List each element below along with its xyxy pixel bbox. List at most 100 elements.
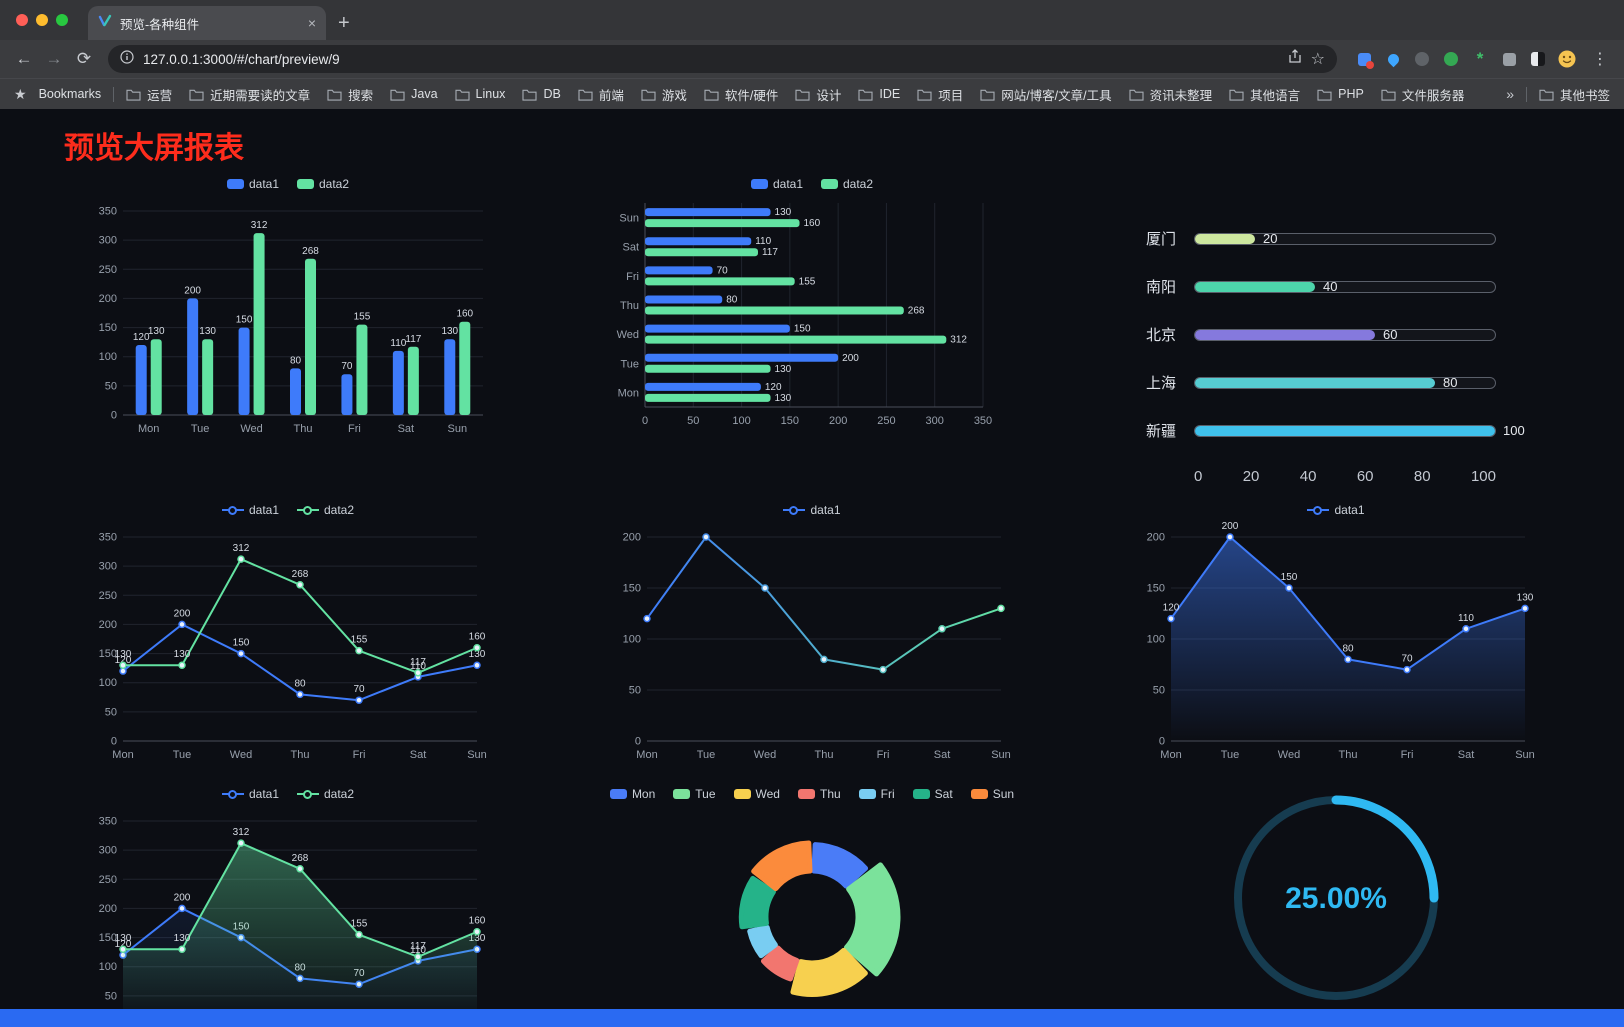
location-pin-icon[interactable] bbox=[1384, 50, 1402, 68]
bookmark-folder-item[interactable]: 其他语言 bbox=[1229, 85, 1300, 104]
bookmark-star-icon[interactable]: ☆ bbox=[1310, 51, 1325, 68]
back-button[interactable]: ← bbox=[15, 49, 33, 68]
progress-category-label: 北京 bbox=[1146, 327, 1177, 344]
legend-item-data1[interactable]: data1 bbox=[221, 503, 279, 517]
point-marker bbox=[237, 649, 245, 658]
tab-close-icon[interactable]: × bbox=[307, 15, 316, 31]
bookmark-folder-item[interactable]: 项目 bbox=[917, 85, 963, 104]
svg-text:250: 250 bbox=[877, 415, 895, 427]
zoom-window-button[interactable] bbox=[56, 14, 68, 26]
url-text[interactable]: 127.0.0.1:3000/#/chart/preview/9 bbox=[143, 51, 340, 67]
bookmark-folder-label: PHP bbox=[1338, 87, 1364, 101]
bookmark-folder-item[interactable]: 设计 bbox=[795, 85, 841, 104]
bar bbox=[645, 277, 795, 286]
legend-item-data2[interactable]: data2 bbox=[297, 787, 354, 801]
extension-dark-circle-icon[interactable] bbox=[1413, 50, 1431, 68]
bookmark-folder-item[interactable]: 近期需要读的文章 bbox=[189, 85, 310, 104]
minimize-window-button[interactable] bbox=[36, 14, 48, 26]
bar bbox=[645, 219, 800, 228]
address-bar[interactable]: 127.0.0.1:3000/#/chart/preview/9 ☆ bbox=[108, 45, 1337, 73]
legend-item-Tue[interactable]: Tue bbox=[673, 787, 716, 801]
svg-text:117: 117 bbox=[410, 657, 426, 668]
svg-text:120: 120 bbox=[115, 939, 132, 950]
forward-button[interactable]: → bbox=[45, 49, 63, 68]
legend-item-Fri[interactable]: Fri bbox=[858, 787, 895, 801]
point-marker bbox=[414, 669, 422, 677]
bookmark-folder-item[interactable]: 文件服务器 bbox=[1381, 85, 1464, 104]
menu-kebab-icon[interactable]: ⋮ bbox=[1592, 51, 1608, 68]
extension-green-circle-icon[interactable] bbox=[1442, 50, 1460, 68]
bookmark-folder-item[interactable]: Java bbox=[390, 85, 438, 104]
bookmark-folder-item[interactable]: 软件/硬件 bbox=[704, 85, 778, 104]
bookmark-folder-item[interactable]: DB bbox=[522, 85, 561, 104]
folder-icon bbox=[578, 89, 593, 101]
legend-item-data2[interactable]: data2 bbox=[297, 503, 354, 517]
bookmark-folder-item[interactable]: Linux bbox=[454, 85, 505, 104]
bar bbox=[645, 306, 904, 315]
legend-label: data2 bbox=[319, 177, 350, 191]
bookmark-folder-item[interactable]: 游戏 bbox=[641, 85, 687, 104]
svg-text:130: 130 bbox=[148, 326, 165, 337]
pie-slice-Sun bbox=[751, 840, 813, 892]
point-marker bbox=[1521, 604, 1529, 613]
svg-text:Sun: Sun bbox=[1515, 749, 1535, 761]
reload-button[interactable]: ⟳ bbox=[76, 49, 92, 68]
svg-text:Sat: Sat bbox=[410, 749, 427, 761]
progress-value: 100 bbox=[1503, 422, 1525, 438]
bookmark-folder-item[interactable]: 网站/博客/文章/工具 bbox=[980, 85, 1112, 104]
legend-item-Sat[interactable]: Sat bbox=[912, 787, 953, 801]
page-info-icon[interactable] bbox=[120, 49, 134, 69]
progress-value: 60 bbox=[1383, 326, 1398, 342]
bookmark-folder-item[interactable]: 前端 bbox=[578, 85, 624, 104]
svg-text:Tue: Tue bbox=[1221, 749, 1240, 761]
bookmark-folder-item[interactable]: PHP bbox=[1317, 85, 1364, 104]
point-marker bbox=[237, 555, 245, 563]
legend-item-data2[interactable]: data2 bbox=[821, 177, 873, 191]
folder-icon bbox=[641, 89, 656, 101]
legend-swatch-icon bbox=[733, 789, 751, 799]
bookmark-folder-item[interactable]: 运营 bbox=[126, 85, 172, 104]
svg-text:268: 268 bbox=[908, 306, 925, 317]
share-icon[interactable] bbox=[1288, 49, 1302, 69]
extension-grid-icon[interactable] bbox=[1355, 50, 1374, 69]
theme-toggle-icon[interactable] bbox=[1529, 50, 1547, 68]
legend-item-Mon[interactable]: Mon bbox=[609, 787, 655, 801]
chart-canvas: 0 50 100 150 200 Mon Tue Wed Thu Fri Sat Sun bbox=[623, 532, 1011, 762]
bookmarks-label[interactable]: Bookmarks bbox=[38, 87, 102, 101]
new-tab-button[interactable]: + bbox=[338, 12, 350, 34]
svg-text:Fri: Fri bbox=[1401, 749, 1414, 761]
chart-legend: data1 bbox=[783, 503, 841, 517]
chart-legend: data1 bbox=[1307, 503, 1365, 517]
extension-pinwheel-icon[interactable]: * bbox=[1476, 49, 1484, 68]
legend-label: data1 bbox=[810, 503, 841, 517]
bar bbox=[150, 339, 162, 415]
bookmark-folder-item[interactable]: 资讯未整理 bbox=[1129, 85, 1212, 104]
other-bookmarks[interactable]: 其他书签 bbox=[1539, 85, 1610, 104]
svg-text:300: 300 bbox=[926, 415, 944, 427]
browser-tab[interactable]: 预览-各种组件 × bbox=[88, 6, 326, 40]
extensions-puzzle-icon[interactable] bbox=[1500, 50, 1518, 68]
profile-avatar[interactable] bbox=[1558, 50, 1576, 68]
legend-item-data1[interactable]: data1 bbox=[1307, 503, 1365, 517]
point-marker bbox=[237, 839, 245, 847]
svg-text:120: 120 bbox=[133, 332, 150, 343]
bookmark-folder-label: 游戏 bbox=[661, 88, 687, 103]
svg-text:0: 0 bbox=[111, 410, 117, 422]
legend-item-data1[interactable]: data1 bbox=[221, 787, 279, 801]
legend-item-data1[interactable]: data1 bbox=[750, 177, 803, 191]
close-window-button[interactable] bbox=[16, 14, 28, 26]
legend-item-data1[interactable]: data1 bbox=[226, 177, 279, 191]
svg-text:50: 50 bbox=[105, 380, 117, 392]
legend-item-data1[interactable]: data1 bbox=[783, 503, 841, 517]
pie-slice-Mon bbox=[811, 842, 869, 889]
bookmark-folder-item[interactable]: IDE bbox=[858, 85, 900, 104]
legend-item-data2[interactable]: data2 bbox=[297, 177, 349, 191]
svg-text:Sat: Sat bbox=[398, 423, 415, 435]
legend-item-Thu[interactable]: Thu bbox=[797, 787, 841, 801]
legend-item-Wed[interactable]: Wed bbox=[733, 787, 780, 801]
bookmark-folder-item[interactable]: 搜索 bbox=[327, 85, 373, 104]
legend-item-Sun[interactable]: Sun bbox=[970, 787, 1014, 801]
bookmarks-overflow-chevron[interactable]: » bbox=[1506, 86, 1514, 102]
chart-canvas: 0 50 100 150 200 250 300 350 Mon Tue Wed Thu Fri Sat S… bbox=[99, 206, 483, 435]
bookmark-folder-label: 前端 bbox=[598, 88, 624, 103]
